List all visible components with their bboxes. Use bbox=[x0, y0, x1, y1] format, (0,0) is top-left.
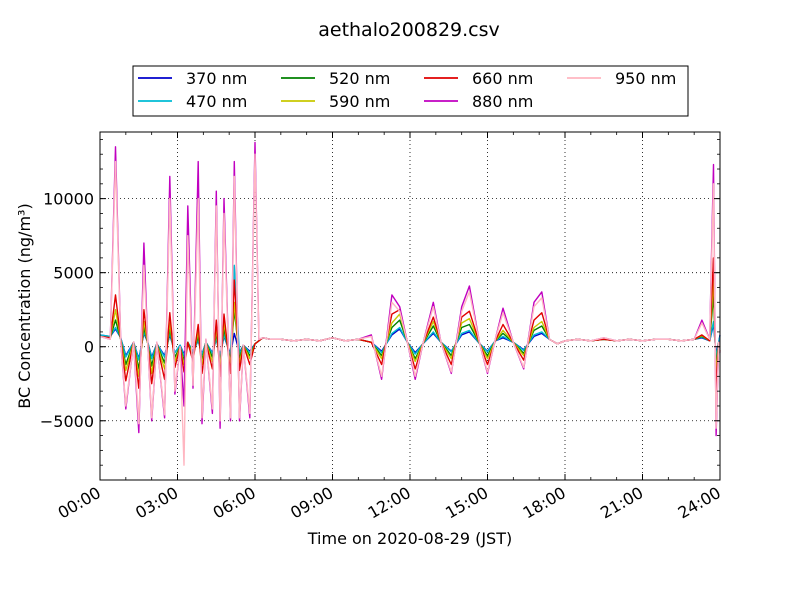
series-line-950-nm bbox=[99, 153, 721, 466]
chart-title: aethalo200829.csv bbox=[318, 19, 500, 41]
y-tick-label: 5000 bbox=[53, 264, 94, 283]
legend-item: 520 nm bbox=[281, 69, 390, 88]
legend-item: 590 nm bbox=[281, 92, 390, 111]
legend-item: 470 nm bbox=[138, 92, 247, 111]
plot-lines bbox=[99, 141, 721, 466]
legend: 370 nm 470 nm 520 nm 590 nm 660 nm 880 nm 950 … bbox=[132, 65, 689, 117]
y-tick-label: 0 bbox=[84, 338, 94, 357]
y-tick-label: −5000 bbox=[40, 412, 94, 431]
legend-label: 370 nm bbox=[186, 69, 247, 88]
legend-frame bbox=[132, 65, 689, 117]
legend-label: 880 nm bbox=[472, 92, 533, 111]
legend-item: 880 nm bbox=[424, 92, 533, 111]
legend-item: 660 nm bbox=[424, 69, 533, 88]
y-tick-label: 10000 bbox=[43, 190, 94, 209]
y-axis-label: BC Concentration (ng/m³) bbox=[15, 203, 34, 408]
legend-label: 660 nm bbox=[472, 69, 533, 88]
grid-lines bbox=[100, 132, 720, 480]
legend-label: 520 nm bbox=[329, 69, 390, 88]
legend-item: 370 nm bbox=[138, 69, 247, 88]
legend-item: 950 nm bbox=[567, 69, 676, 88]
legend-label: 590 nm bbox=[329, 92, 390, 111]
legend-label: 470 nm bbox=[186, 92, 247, 111]
legend-label: 950 nm bbox=[615, 69, 676, 88]
x-axis-label: Time on 2020-08-29 (JST) bbox=[307, 529, 512, 548]
